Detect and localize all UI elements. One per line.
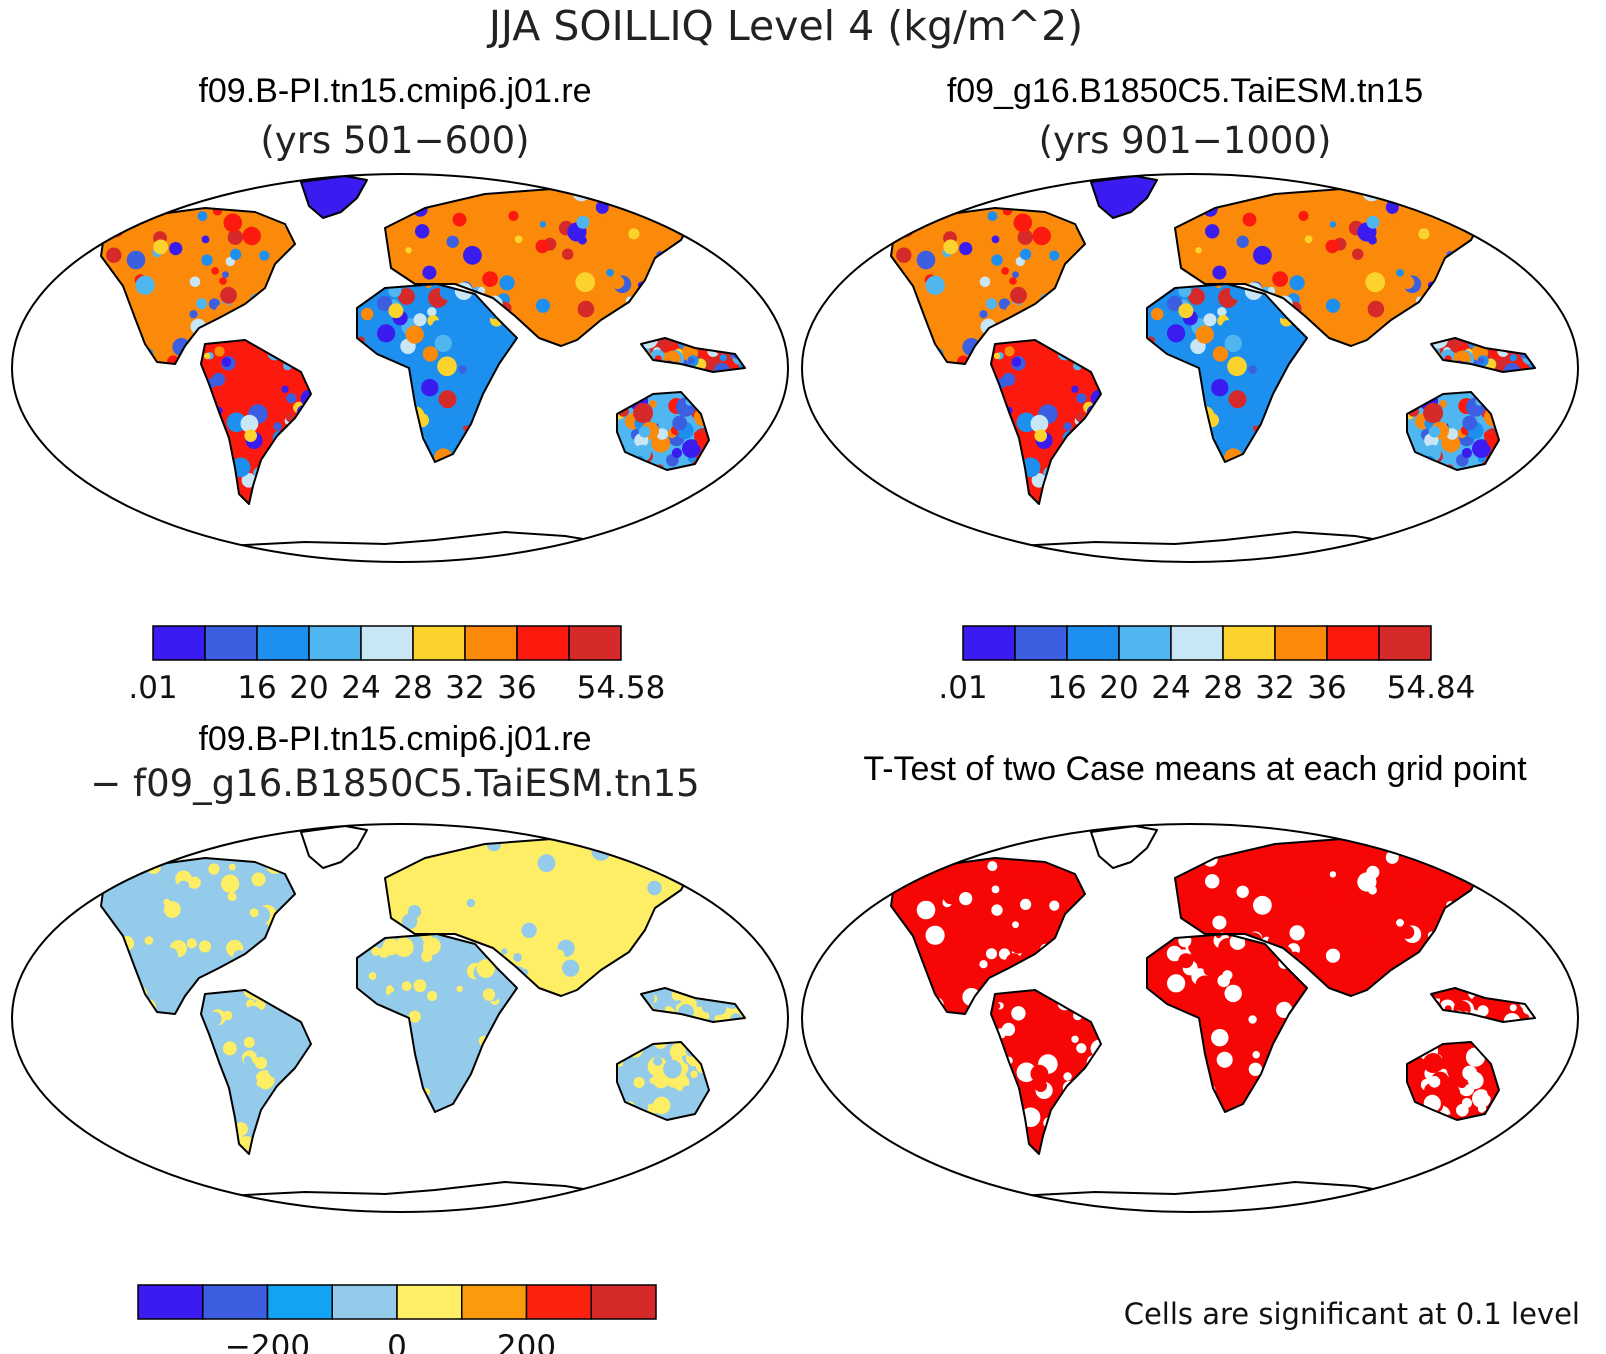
map-case1 [11, 173, 789, 563]
significance-note: Cells are significant at 0.1 level [1124, 1297, 1580, 1331]
colorbar-swatch [1274, 625, 1328, 661]
colorbar-swatch [461, 1284, 528, 1320]
diff-subtitle: − f09_g16.B1850C5.TaiESM.tn15 [90, 762, 699, 805]
colorbar-swatch [266, 1284, 333, 1320]
colorbar-swatch [1378, 625, 1432, 661]
colorbar-tick-label: 32 [1255, 670, 1294, 706]
colorbar-tick-label: 200 [497, 1329, 556, 1354]
colorbar-swatch [962, 625, 1016, 661]
colorbar-swatch [152, 625, 206, 661]
colorbar-swatch [396, 1284, 463, 1320]
colorbar-tick-label: .01 [938, 670, 987, 706]
case1-title: f09.B-PI.tn15.cmip6.j01.re [198, 72, 591, 110]
colorbar-swatch [464, 625, 518, 661]
colorbar-swatch [1170, 625, 1224, 661]
map-ttest [801, 823, 1579, 1213]
field-texture [96, 182, 749, 505]
globe-outline [801, 823, 1579, 1213]
field-texture [886, 832, 1539, 1155]
colorbar-tick-label: 36 [497, 670, 536, 706]
colorbar-tick-label: 28 [393, 670, 432, 706]
colorbar-swatch [568, 625, 622, 661]
figure-title: JJA SOILLIQ Level 4 (kg/m^2) [486, 2, 1083, 50]
colorbar-swatch [516, 625, 570, 661]
case2-title: f09_g16.B1850C5.TaiESM.tn15 [947, 72, 1423, 110]
globe-outline [801, 173, 1579, 563]
colorbar-tick-label: .01 [128, 670, 177, 706]
colorbar-swatch [204, 625, 258, 661]
globe-outline [11, 173, 789, 563]
colorbar-tick-label: 54.84 [1387, 670, 1476, 706]
colorbar-swatch [1118, 625, 1172, 661]
colorbar-tick-label: 24 [341, 670, 380, 706]
colorbar-swatch [1326, 625, 1380, 661]
colorbar-case1: .01 16 20 24 28 32 36 54.58 [128, 625, 666, 706]
case1-years: (yrs 501−600) [260, 119, 529, 162]
colorbar-swatch [412, 625, 466, 661]
colorbar-tick-label: 16 [1047, 670, 1086, 706]
case2-years: (yrs 901−1000) [1039, 119, 1332, 162]
colorbar-swatch [360, 625, 414, 661]
colorbar-tick-label: 16 [237, 670, 276, 706]
ttest-title: T-Test of two Case means at each grid po… [863, 750, 1527, 788]
colorbar-swatch [590, 1284, 657, 1320]
colorbar-tick-label: 54.58 [577, 670, 666, 706]
map-case2 [801, 173, 1579, 563]
colorbar-tick-label: 36 [1307, 670, 1346, 706]
colorbar-swatch [1066, 625, 1120, 661]
colorbar-tick-label: 28 [1203, 670, 1242, 706]
colorbar-swatch [308, 625, 362, 661]
colorbar-tick-label: 20 [289, 670, 328, 706]
colorbar-swatch [137, 1284, 204, 1320]
colorbar-diff: −200 0 200 [137, 1284, 657, 1354]
colorbar-tick-label: 32 [445, 670, 484, 706]
colorbar-swatch [525, 1284, 592, 1320]
colorbar-tick-label: 20 [1099, 670, 1138, 706]
globe-outline [11, 823, 789, 1213]
colorbar-swatch [1014, 625, 1068, 661]
colorbar-case2: .01 16 20 24 28 32 36 54.84 [938, 625, 1476, 706]
colorbar-swatch [1222, 625, 1276, 661]
colorbar-swatch [331, 1284, 398, 1320]
colorbar-tick-label: −200 [225, 1329, 310, 1354]
map-diff [11, 823, 789, 1213]
colorbar-swatch [202, 1284, 269, 1320]
colorbar-tick-label: 24 [1151, 670, 1190, 706]
colorbar-swatch [256, 625, 310, 661]
colorbar-tick-label: 0 [387, 1329, 407, 1354]
diff-title: f09.B-PI.tn15.cmip6.j01.re [198, 720, 591, 758]
